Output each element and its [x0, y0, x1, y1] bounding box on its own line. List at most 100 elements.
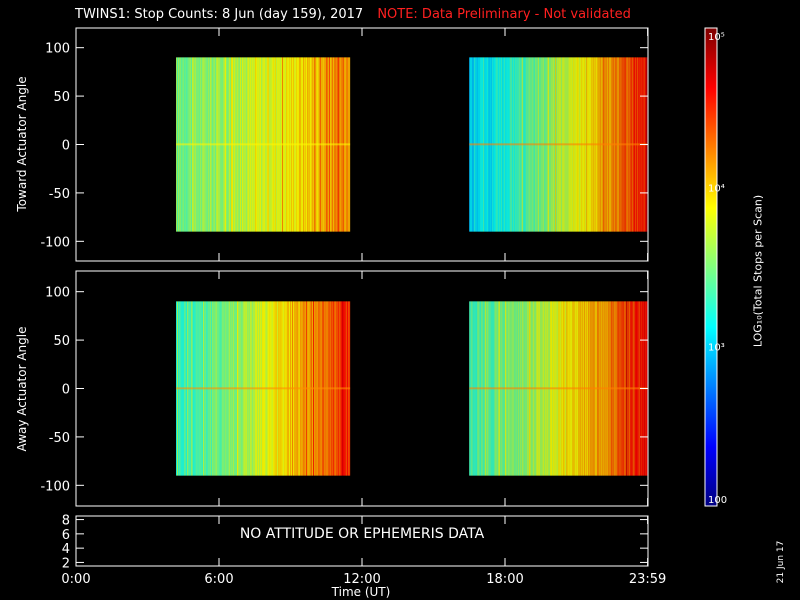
colorbar-swatch [705, 211, 717, 213]
colorbar-swatch [705, 243, 717, 245]
colorbar-swatch [705, 61, 717, 63]
y-tick-label: 2 [62, 556, 70, 571]
colorbar-swatch [705, 74, 717, 76]
colorbar-swatch [705, 441, 717, 443]
y-tick-label: -50 [49, 431, 70, 446]
colorbar-swatch [705, 133, 717, 135]
zero-angle-stripe [469, 387, 647, 390]
colorbar-swatch [705, 63, 717, 65]
colorbar-swatch [705, 214, 717, 216]
colorbar-swatch [705, 182, 717, 184]
colorbar-swatch [705, 474, 717, 476]
colorbar-swatch [705, 263, 717, 265]
colorbar-swatch [705, 90, 717, 92]
x-tick-label: 12:00 [343, 572, 380, 587]
y-tick-label: -100 [40, 479, 70, 494]
colorbar-swatch [705, 169, 717, 171]
colorbar-swatch [705, 234, 717, 236]
colorbar-swatch [705, 447, 717, 449]
colorbar-swatch [705, 398, 717, 400]
colorbar-swatch [705, 259, 717, 261]
colorbar-swatch [705, 461, 717, 463]
colorbar-swatch [705, 416, 717, 418]
colorbar-swatch [705, 458, 717, 460]
colorbar-swatch [705, 400, 717, 402]
colorbar-swatch [705, 415, 717, 417]
colorbar-swatch [705, 371, 717, 373]
colorbar-swatch [705, 201, 717, 203]
colorbar-swatch [705, 498, 717, 500]
colorbar-swatch [705, 435, 717, 437]
colorbar-swatch [705, 89, 717, 91]
colorbar-swatch [705, 504, 717, 506]
colorbar-swatch [705, 188, 717, 190]
colorbar-swatch [705, 469, 717, 471]
colorbar-swatch [705, 394, 717, 396]
colorbar-swatch [705, 230, 717, 232]
colorbar-swatch [705, 41, 717, 43]
colorbar-swatch [705, 479, 717, 481]
colorbar-swatch [705, 125, 717, 127]
colorbar-swatch [705, 326, 717, 328]
colorbar-swatch [705, 71, 717, 73]
colorbar-swatch [705, 62, 717, 64]
colorbar-swatch [705, 250, 717, 252]
colorbar-swatch [705, 209, 717, 211]
colorbar-swatch [705, 106, 717, 108]
colorbar-swatch [705, 348, 717, 350]
colorbar-swatch [705, 414, 717, 416]
colorbar-swatch [705, 173, 717, 175]
colorbar-swatch [705, 224, 717, 226]
colorbar-swatch [705, 121, 717, 123]
colorbar-swatch [705, 257, 717, 259]
colorbar-swatch [705, 314, 717, 316]
colorbar-swatch [705, 369, 717, 371]
colorbar-swatch [705, 455, 717, 457]
colorbar-swatch [705, 146, 717, 148]
colorbar-swatch [705, 213, 717, 215]
colorbar-swatch [705, 193, 717, 195]
colorbar-swatch [705, 480, 717, 482]
colorbar-swatch [705, 393, 717, 395]
colorbar-swatch [705, 280, 717, 282]
zero-angle-stripe [176, 143, 351, 146]
colorbar-swatch [705, 366, 717, 368]
colorbar-swatch [705, 465, 717, 467]
colorbar-swatch [705, 160, 717, 162]
colorbar-swatch [705, 43, 717, 45]
colorbar-swatch [705, 332, 717, 334]
colorbar-swatch [705, 419, 717, 421]
colorbar-swatch [705, 30, 717, 32]
colorbar-swatch [705, 440, 717, 442]
colorbar-swatch [705, 196, 717, 198]
colorbar-tick-label: 100 [708, 495, 727, 506]
colorbar-swatch [705, 304, 717, 306]
colorbar-swatch [705, 356, 717, 358]
colorbar-swatch [705, 345, 717, 347]
colorbar-swatch [705, 51, 717, 53]
colorbar-swatch [705, 140, 717, 142]
colorbar-swatch [705, 118, 717, 120]
colorbar-swatch [705, 291, 717, 293]
colorbar-swatch [705, 163, 717, 165]
colorbar-swatch [705, 260, 717, 262]
colorbar-swatch [705, 432, 717, 434]
colorbar-swatch [705, 423, 717, 425]
colorbar-swatch [705, 502, 717, 504]
colorbar-swatch [705, 497, 717, 499]
colorbar-swatch [705, 103, 717, 105]
colorbar-swatch [705, 328, 717, 330]
colorbar-swatch [705, 253, 717, 255]
colorbar-swatch [705, 143, 717, 145]
colorbar-swatch [705, 303, 717, 305]
colorbar-swatch [705, 235, 717, 237]
colorbar-swatch [705, 488, 717, 490]
colorbar-swatch [705, 390, 717, 392]
colorbar-swatch [705, 162, 717, 164]
colorbar-swatch [705, 113, 717, 115]
colorbar-swatch [705, 47, 717, 49]
colorbar-swatch [705, 38, 717, 40]
colorbar-swatch [705, 317, 717, 319]
colorbar-swatch [705, 468, 717, 470]
